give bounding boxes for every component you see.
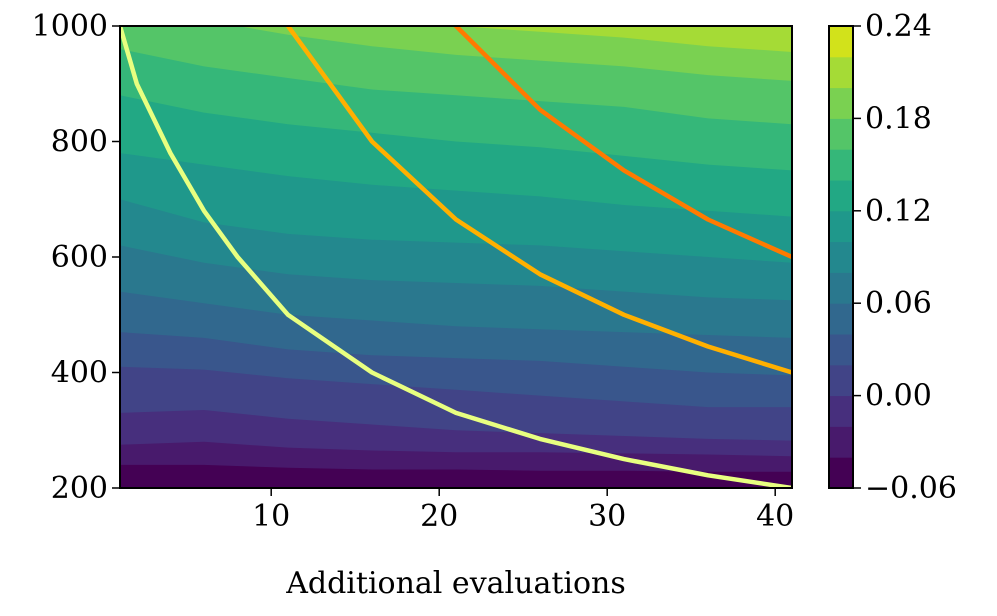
x-axis-title: Additional evaluations: [285, 566, 626, 601]
colorbar-band: [829, 426, 853, 458]
x-tick-label: 10: [252, 499, 290, 534]
colorbar-bands: [829, 26, 853, 489]
y-axis: 200 400 600 800 1000: [32, 9, 120, 506]
plot-area: [120, 26, 792, 488]
colorbar-tick-label: 0.12: [865, 194, 932, 229]
colorbar-band: [829, 149, 853, 181]
x-tick-label: 30: [588, 499, 626, 534]
y-tick-label: 400: [51, 356, 108, 391]
colorbar-tick-label: 0.18: [865, 101, 932, 136]
colorbar-band: [829, 395, 853, 427]
colorbar-band: [829, 272, 853, 304]
colorbar-ticks: −0.06 0.00 0.06 0.12 0.18 0.24: [853, 9, 957, 506]
x-tick-label: 20: [420, 499, 458, 534]
colorbar-band: [829, 56, 853, 89]
colorbar-band: [829, 210, 853, 243]
y-tick-label: 800: [51, 125, 108, 160]
colorbar-tick-label: −0.06: [865, 471, 957, 506]
colorbar-band: [829, 180, 853, 212]
colorbar-band: [829, 457, 853, 489]
colorbar-frame: [828, 25, 854, 489]
colorbar-band: [829, 303, 853, 335]
colorbar-band: [829, 118, 853, 150]
x-tick-label: 40: [756, 499, 794, 534]
colorbar-band: [829, 87, 853, 119]
y-tick-label: 200: [51, 471, 108, 506]
isocost-lines: [120, 26, 792, 488]
y-tick-label: 1000: [32, 9, 108, 44]
contour-fills: [120, 26, 792, 488]
colorbar: −0.06 0.00 0.06 0.12 0.18 0.24: [828, 9, 957, 506]
x-axis: 10 20 30 40: [252, 488, 794, 534]
contour-band: [456, 26, 792, 52]
isocost-line: [453, 26, 792, 260]
y-tick-label: 600: [51, 240, 108, 275]
isocost-line: [285, 26, 792, 375]
colorbar-band: [829, 334, 853, 366]
colorbar-tick-label: 0.06: [865, 286, 932, 321]
colorbar-tick-label: 0.24: [865, 9, 932, 44]
colorbar-band: [829, 26, 853, 58]
colorbar-band: [829, 364, 853, 397]
colorbar-band: [829, 241, 853, 273]
isocost-line: [120, 26, 792, 488]
colorbar-tick-label: 0.00: [865, 379, 932, 414]
